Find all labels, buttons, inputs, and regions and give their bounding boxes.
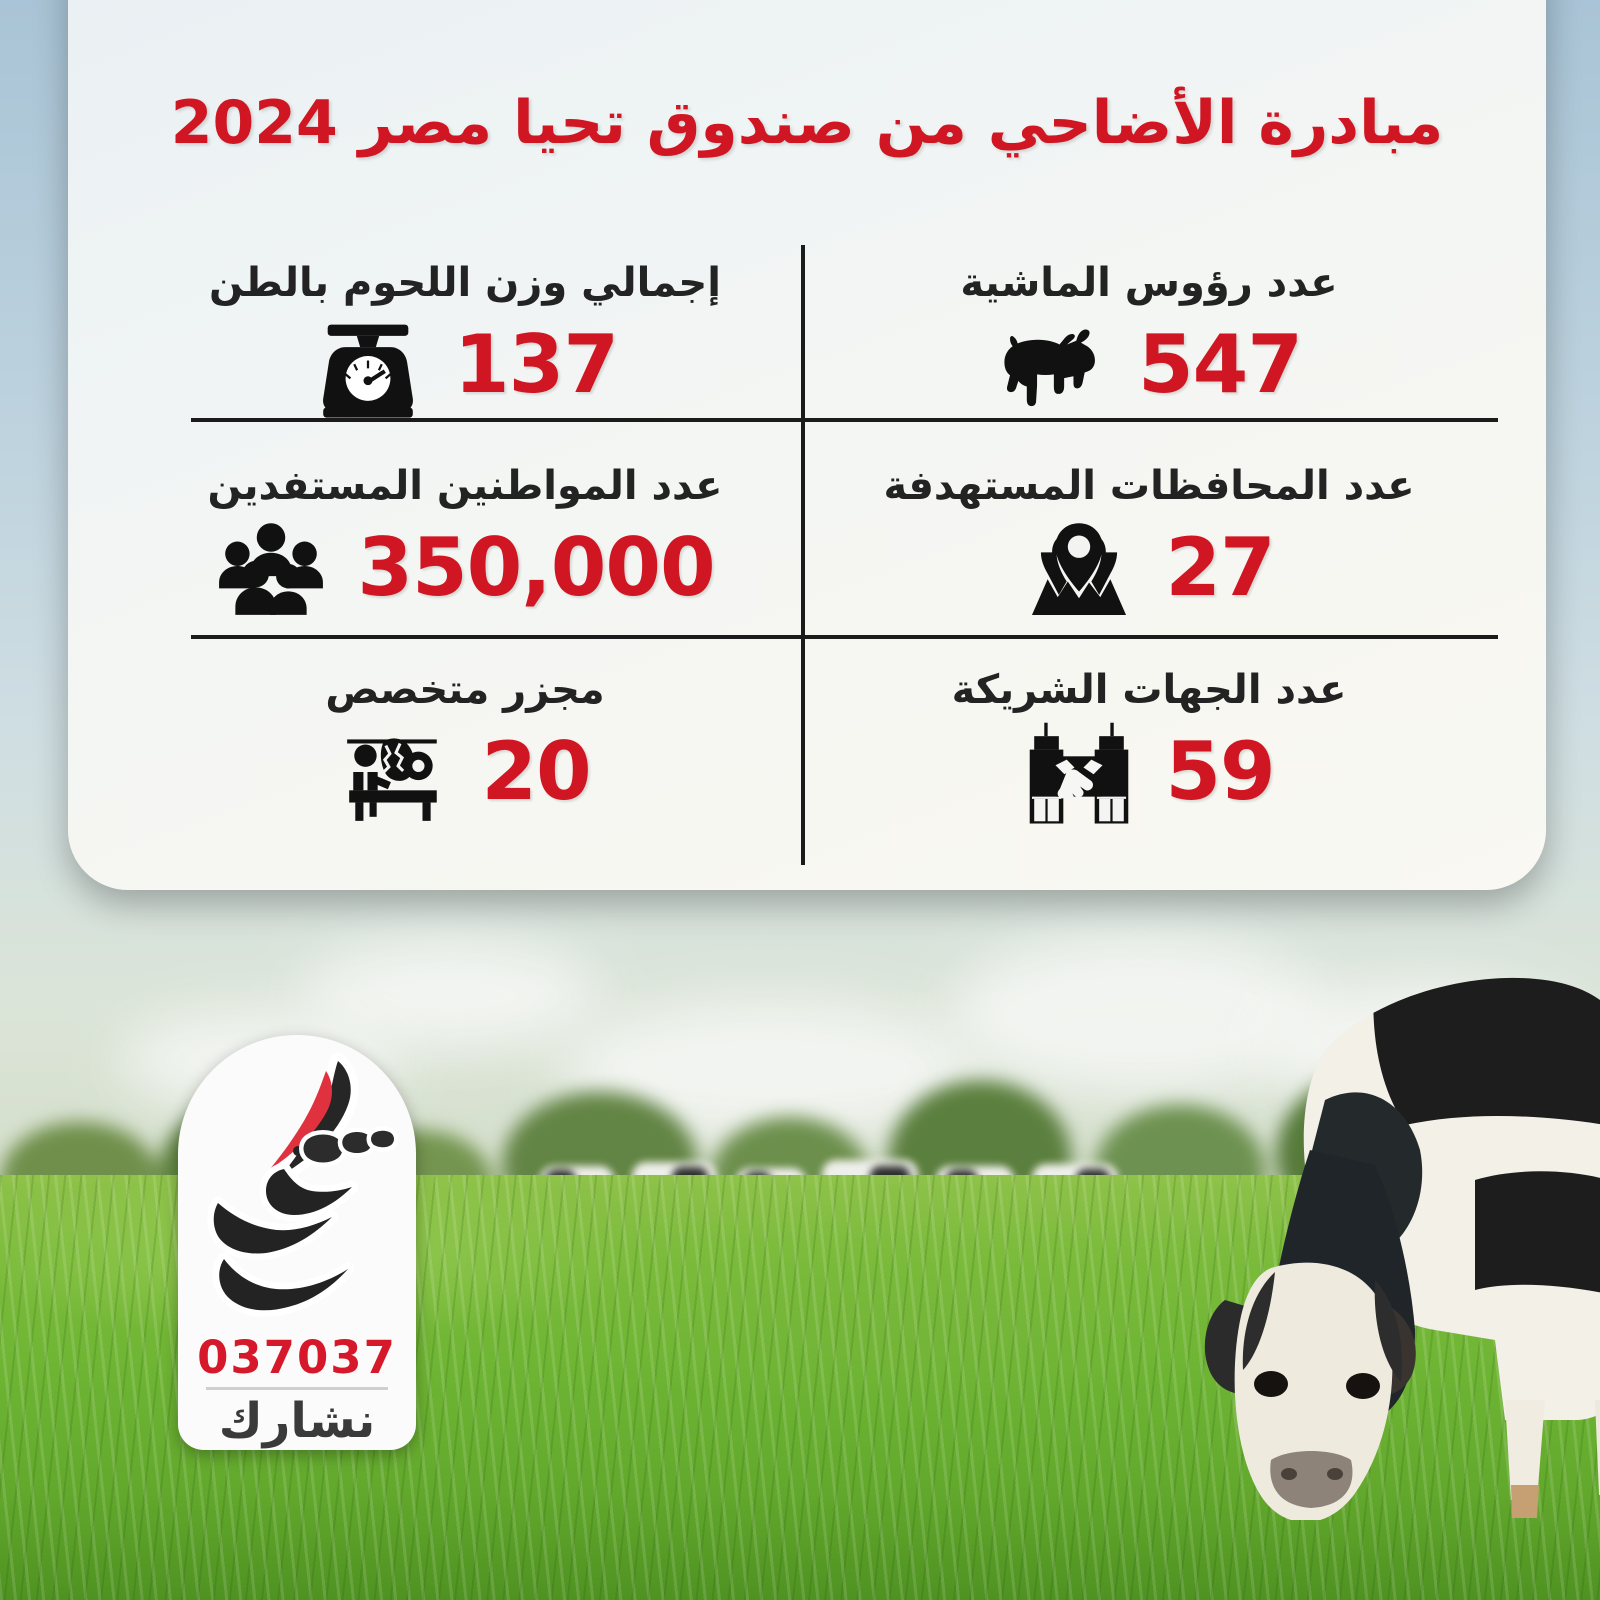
stat-label: عدد المحافظات المستهدفة bbox=[883, 463, 1415, 510]
horizontal-divider-2 bbox=[191, 635, 1498, 639]
cow-icon bbox=[996, 309, 1108, 421]
people-group-icon bbox=[215, 512, 327, 624]
stat-targeted-governorates: عدد المحافظات المستهدفة 27 bbox=[807, 448, 1491, 651]
stat-label: عدد الجهات الشريكة bbox=[951, 666, 1347, 713]
stat-label: عدد المواطنين المستفدين bbox=[207, 463, 723, 510]
page-title: مبادرة الأضاحي من صندوق تحيا مصر 2024 bbox=[170, 88, 1444, 158]
logo-calligraphy-mark bbox=[207, 1053, 399, 1317]
stat-value: 137 bbox=[454, 318, 619, 411]
butcher-icon bbox=[339, 716, 451, 828]
stat-livestock-heads: عدد رؤوس الماشية 547 bbox=[807, 245, 1491, 448]
stat-value: 350,000 bbox=[357, 521, 715, 615]
handshake-buildings-icon bbox=[1023, 716, 1135, 828]
stat-value: 59 bbox=[1165, 724, 1275, 818]
stat-value: 27 bbox=[1165, 521, 1275, 615]
stat-beneficiary-citizens: عدد المواطنين المستفدين 350,000 bbox=[123, 448, 807, 651]
stats-grid: عدد رؤوس الماشية 547 إجمالي وزن اللحوم ب… bbox=[123, 245, 1491, 855]
stat-value: 20 bbox=[481, 724, 591, 818]
stat-label: إجمالي وزن اللحوم بالطن bbox=[209, 260, 721, 306]
grazing-cow-photo bbox=[1204, 977, 1600, 1520]
logo-tagline: نشارك bbox=[218, 1393, 376, 1449]
stat-partner-entities: عدد الجهات الشريكة 59 bbox=[807, 652, 1491, 855]
map-pins-icon bbox=[1023, 512, 1135, 624]
logo-separator bbox=[206, 1387, 388, 1390]
logo-phone-number: 037037 bbox=[197, 1331, 397, 1384]
stat-specialized-slaughterhouses: مجزر متخصص 20 bbox=[123, 652, 807, 855]
weighing-scale-icon bbox=[312, 309, 424, 421]
horizontal-divider-1 bbox=[191, 418, 1498, 422]
stat-label: مجزر متخصص bbox=[325, 666, 605, 713]
vertical-divider bbox=[801, 245, 805, 865]
tahya-misr-fund-logo: 037037 نشارك bbox=[178, 1035, 416, 1450]
stat-value: 547 bbox=[1138, 318, 1303, 411]
stat-total-meat-weight: إجمالي وزن اللحوم بالطن 137 bbox=[123, 245, 807, 448]
stats-card: مبادرة الأضاحي من صندوق تحيا مصر 2024 عد… bbox=[68, 0, 1546, 890]
stat-label: عدد رؤوس الماشية bbox=[960, 260, 1338, 306]
